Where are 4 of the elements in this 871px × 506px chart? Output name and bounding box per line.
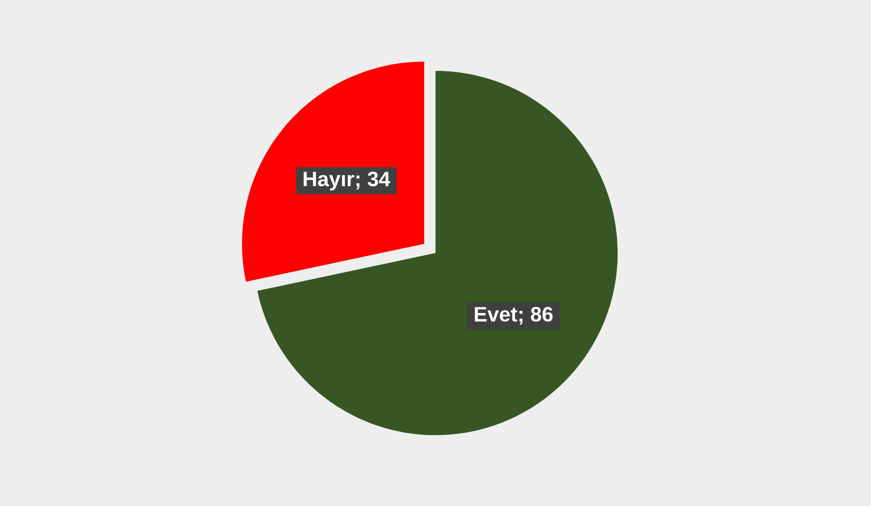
slice-label: Hayır xyxy=(304,172,354,190)
slice-label: Evet xyxy=(474,307,518,322)
data-label: ; 86 xyxy=(519,306,553,325)
data-label: ; 34 xyxy=(356,172,390,190)
